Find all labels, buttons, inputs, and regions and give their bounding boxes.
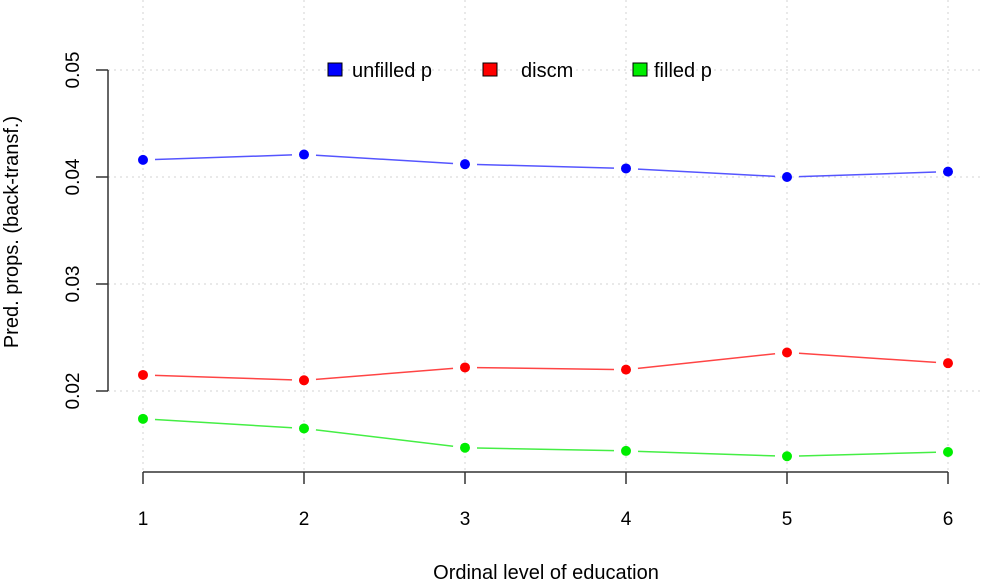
x-axis-label: Ordinal level of education [433, 562, 659, 581]
legend-swatch [632, 62, 648, 77]
x-tick-label: 5 [782, 509, 793, 530]
y-tick-label: 0.02 [63, 373, 84, 410]
series-segment-filled-p [315, 429, 454, 448]
series-segment-discm [798, 352, 937, 364]
data-point-filled-p [460, 442, 470, 453]
data-point-unfilled-p [943, 166, 953, 177]
data-point-discm [460, 362, 470, 373]
legend-label: filled p [654, 60, 712, 82]
data-point-filled-p [782, 451, 792, 462]
x-tick-label: 2 [299, 509, 310, 530]
series-segment-unfilled-p [315, 154, 454, 165]
data-point-unfilled-p [460, 159, 470, 170]
series-segment-discm [476, 366, 615, 371]
data-point-discm [782, 347, 792, 358]
data-point-unfilled-p [782, 172, 792, 182]
series-group [138, 149, 953, 462]
x-tick-label: 1 [138, 509, 149, 530]
series-segment-discm [154, 374, 293, 381]
legend-label: discm [521, 60, 573, 82]
data-point-filled-p [943, 446, 953, 457]
series-segment-unfilled-p [154, 154, 293, 161]
series-segment-unfilled-p [798, 171, 937, 178]
grid [108, 0, 981, 472]
data-point-filled-p [621, 445, 631, 456]
y-tick-label: 0.05 [63, 52, 84, 89]
x-tick-label: 3 [460, 509, 471, 530]
x-tick-label: 4 [621, 509, 632, 530]
y-tick-label: 0.04 [63, 158, 84, 195]
data-point-unfilled-p [299, 149, 309, 160]
axes: 0.02 0.03 0.04 0.05 1 2 3 4 5 6 [63, 52, 953, 530]
x-tick-label: 6 [943, 509, 954, 530]
data-point-filled-p [299, 423, 309, 434]
data-point-discm [943, 358, 953, 369]
data-point-discm [138, 369, 148, 380]
legend-swatch [327, 62, 343, 77]
series-segment-filled-p [798, 451, 937, 457]
series-segment-filled-p [154, 418, 293, 429]
y-tick-label: 0.03 [63, 266, 84, 303]
series-segment-unfilled-p [637, 168, 776, 178]
series-segment-discm [315, 367, 454, 381]
series-segment-filled-p [637, 450, 776, 457]
series-segment-unfilled-p [476, 163, 615, 169]
data-point-filled-p [138, 413, 148, 424]
data-point-unfilled-p [621, 163, 631, 174]
series-segment-discm [637, 353, 776, 370]
legend-swatch [482, 62, 498, 77]
data-point-discm [299, 375, 309, 386]
data-point-unfilled-p [138, 154, 148, 165]
series-segment-filled-p [476, 447, 615, 452]
data-point-discm [621, 364, 631, 375]
y-axis-label: Pred. props. (back-transf.) [1, 116, 23, 348]
legend: unfilled p discm filled p [327, 60, 712, 82]
legend-label: unfilled p [352, 60, 432, 82]
